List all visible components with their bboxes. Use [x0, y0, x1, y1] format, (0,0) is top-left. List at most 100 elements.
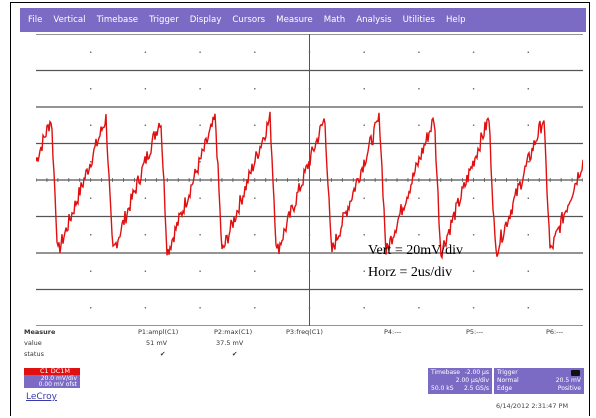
graticule-dot	[418, 270, 420, 272]
timebase-rate: 2.5 GS/s	[463, 385, 489, 392]
timebase-descriptor[interactable]: Timebase -2.00 µs 2.00 µs/div 50.0 kS 2.…	[428, 368, 492, 394]
graticule-dot	[144, 270, 147, 272]
menu-measure[interactable]: Measure	[276, 15, 313, 25]
trigger-level: 20.5 mV	[555, 377, 581, 384]
graticule-dot	[254, 197, 256, 199]
trigger-title: Trigger	[497, 369, 518, 376]
measure-param-6[interactable]: P6:---	[546, 328, 564, 336]
measure-value-row: value 51 mV 37.5 mV	[20, 339, 586, 351]
timebase-samples: 50.0 kS	[431, 385, 454, 392]
status-check-icon: ✔	[232, 350, 238, 358]
trigger-type: Edge	[497, 385, 513, 392]
graticule-dot	[90, 307, 92, 309]
timebase-title: Timebase	[431, 369, 460, 376]
measure-param-5[interactable]: P5:---	[466, 328, 484, 336]
measure-value-label: value	[24, 339, 42, 347]
graticule	[36, 34, 583, 326]
graticule-dot	[90, 234, 92, 236]
graticule-dot	[527, 51, 529, 53]
measure-value-2: 37.5 mV	[216, 339, 244, 347]
measure-param-4[interactable]: P4:---	[384, 328, 402, 336]
graticule-dot	[308, 124, 311, 126]
graticule-dot	[472, 197, 475, 199]
menu-trigger[interactable]: Trigger	[149, 15, 179, 25]
graticule-dot	[90, 270, 92, 272]
graticule-dot	[363, 197, 365, 199]
trigger-mode: Normal	[497, 377, 519, 384]
graticule-dot	[363, 270, 365, 272]
graticule-dot	[418, 234, 420, 236]
graticule-dot	[418, 197, 420, 199]
waveform-display[interactable]: ◁ Vert = 20mV/div Horz = 2us/div	[36, 34, 583, 326]
measure-param-3[interactable]: P3:freq(C1)	[286, 328, 323, 336]
channel-1-scale: 20.0 mV/div	[40, 375, 77, 382]
timebase-per-div: 2.00 µs/div	[455, 377, 489, 384]
graticule-dot	[363, 88, 365, 90]
graticule-dot	[199, 270, 201, 272]
graticule-dot	[527, 197, 529, 199]
menu-display[interactable]: Display	[189, 15, 222, 25]
graticule-dot	[472, 307, 475, 309]
menu-cursors[interactable]: Cursors	[232, 15, 266, 25]
timebase-delay: -2.00 µs	[464, 369, 489, 376]
page-frame-left	[10, 2, 11, 416]
graticule-dot	[199, 88, 201, 90]
menu-help[interactable]: Help	[445, 15, 466, 25]
graticule-dot	[199, 197, 201, 199]
graticule-dot	[418, 124, 420, 126]
menu-vertical[interactable]: Vertical	[53, 15, 86, 25]
graticule-dot	[418, 51, 420, 53]
menu-utilities[interactable]: Utilities	[402, 15, 435, 25]
graticule-dot	[527, 270, 529, 272]
page-frame-right	[589, 2, 590, 416]
brand-logo: LeCroy	[26, 392, 58, 402]
graticule-dot	[199, 51, 201, 53]
graticule-dot	[472, 270, 475, 272]
graticule-dot	[254, 51, 256, 53]
graticule-dot	[363, 234, 365, 236]
measure-status-row: status ✔ ✔	[20, 350, 586, 362]
menu-math[interactable]: Math	[323, 15, 346, 25]
channel-1-label: C1 DC1M	[40, 367, 71, 375]
graticule-dot	[363, 307, 365, 309]
graticule-dot	[308, 307, 311, 309]
measure-status-label: status	[24, 350, 44, 358]
graticule-dot	[90, 88, 92, 90]
graticule-dot	[472, 124, 475, 126]
graticule-dot	[144, 124, 147, 126]
graticule-dot	[363, 51, 365, 53]
graticule-dot	[527, 161, 529, 163]
graticule-dot	[254, 307, 256, 309]
graticule-dot	[90, 161, 92, 163]
graticule-dot	[308, 197, 311, 199]
graticule-dot	[90, 51, 92, 53]
graticule-dot	[90, 124, 92, 126]
graticule-dot	[90, 197, 92, 199]
menu-bar: File Vertical Timebase Trigger Display C…	[20, 8, 586, 32]
trigger-slope: Positive	[557, 385, 581, 392]
graticule-dot	[308, 270, 311, 272]
graticule-dot	[363, 124, 365, 126]
trigger-descriptor[interactable]: Trigger Normal 20.5 mV Edge Positive	[494, 368, 584, 394]
page-frame-top	[10, 2, 590, 3]
graticule-dot	[418, 307, 420, 309]
measure-param-1[interactable]: P1:ampl(C1)	[138, 328, 179, 336]
graticule-dot	[308, 234, 311, 236]
graticule-dot	[254, 124, 256, 126]
measure-row-label: Measure	[24, 328, 56, 336]
measure-param-2[interactable]: P2:max(C1)	[214, 328, 253, 336]
menu-analysis[interactable]: Analysis	[356, 15, 392, 25]
graticule-dot	[199, 307, 201, 309]
menu-timebase[interactable]: Timebase	[96, 15, 139, 25]
status-check-icon: ✔	[160, 350, 166, 358]
menu-file[interactable]: File	[28, 15, 43, 25]
graticule-dot	[254, 88, 256, 90]
channel-1-descriptor[interactable]: C1 DC1M 20.0 mV/div 0.00 mV ofst	[24, 367, 80, 388]
graticule-dot	[199, 161, 201, 163]
channel-1-offset: 0.00 mV ofst	[38, 381, 77, 388]
graticule-dot	[199, 124, 201, 126]
channel-1-header: C1 DC1M	[24, 367, 80, 375]
graticule-dot	[418, 88, 420, 90]
graticule-dot	[144, 307, 147, 309]
graticule-dot	[144, 234, 147, 236]
